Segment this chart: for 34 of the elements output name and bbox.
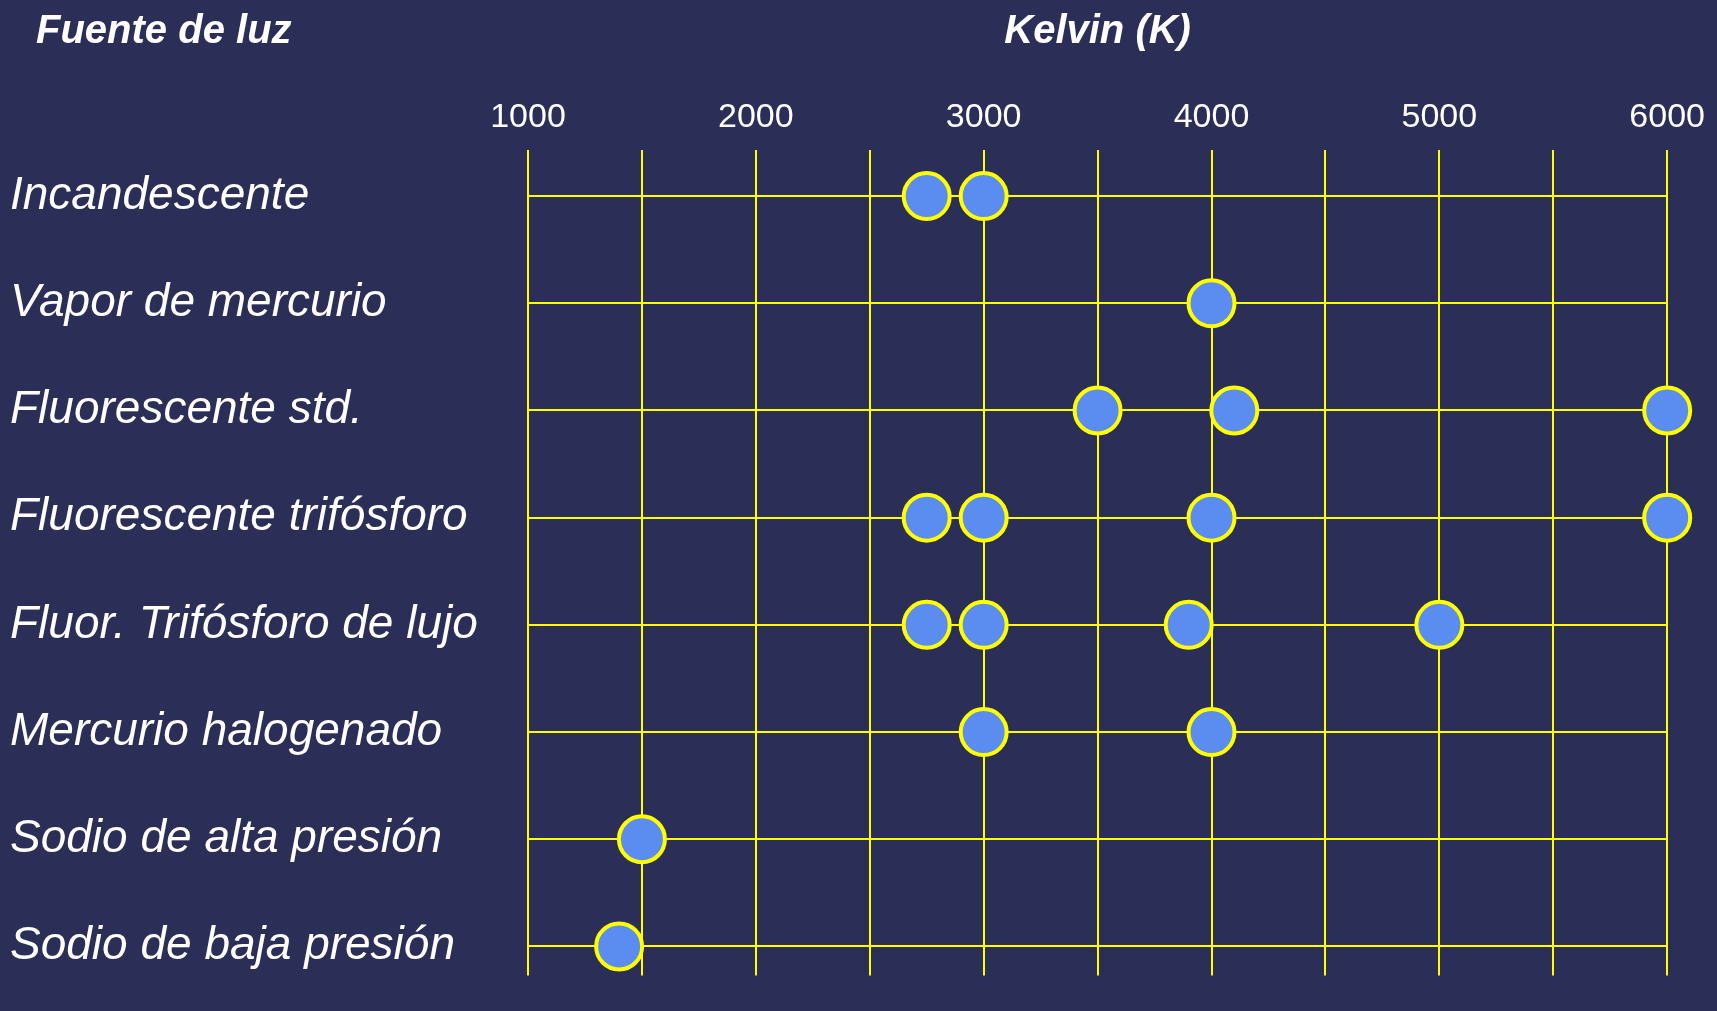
y-tick-label: Incandescente	[10, 166, 310, 219]
point	[901, 599, 952, 650]
point	[958, 492, 1009, 543]
y-tick-label: Mercurio halogenado	[10, 702, 443, 755]
y-tick-label: Sodio de baja presión	[10, 917, 455, 970]
point	[901, 171, 952, 222]
x-tick-label: 1000	[490, 95, 566, 134]
point	[1186, 278, 1237, 329]
y-tick-label: Sodio de alta presión	[10, 810, 443, 863]
point	[594, 921, 645, 972]
point	[958, 599, 1009, 650]
point	[1072, 385, 1123, 436]
x-tick-label: 2000	[718, 95, 794, 134]
point	[1163, 599, 1214, 650]
x-tick-label: 4000	[1173, 95, 1250, 134]
y-tick-label: Fluorescente std.	[10, 381, 363, 434]
y-tick-label: Vapor de mercurio	[10, 274, 387, 327]
point	[1642, 385, 1693, 436]
y-axis-title: Fuente de luz	[36, 7, 292, 52]
point	[1642, 492, 1693, 543]
x-tick-label: 5000	[1401, 95, 1478, 134]
point	[958, 171, 1009, 222]
point	[1209, 385, 1260, 436]
point	[1414, 599, 1465, 650]
point	[901, 492, 952, 543]
x-tick-label: 3000	[945, 95, 1022, 134]
y-tick-label: Fluor. Trifósforo de lujo	[10, 595, 478, 648]
point	[1186, 492, 1237, 543]
point	[958, 707, 1009, 758]
point	[1186, 707, 1237, 758]
point	[616, 814, 667, 865]
y-tick-label: Fluorescente trifósforo	[10, 488, 468, 541]
x-axis-title: Kelvin (K)	[1004, 7, 1191, 52]
x-tick-label: 6000	[1629, 95, 1705, 134]
